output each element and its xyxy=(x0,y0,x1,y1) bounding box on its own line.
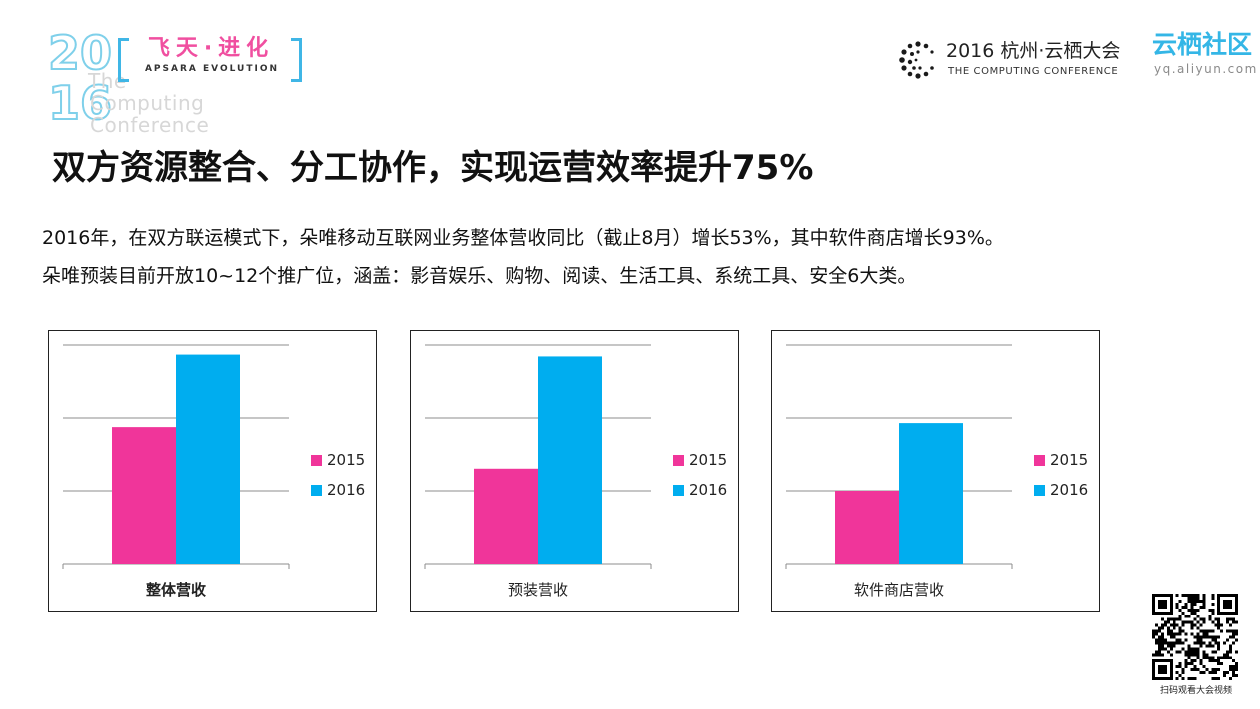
category-label: 软件商店营收 xyxy=(853,581,944,599)
bracket-left-icon xyxy=(118,38,129,82)
legend-item-2016: 2016 xyxy=(311,475,375,505)
legend-item-2016: 2016 xyxy=(1034,475,1098,505)
category-label: 预装营收 xyxy=(507,581,568,599)
community-logo: 云栖社区 yq.aliyun.com xyxy=(1152,30,1260,80)
body-line-revenue: 2016年，在双方联运模式下，朵唯移动互联网业务整体营收同比（截止8月）增长53… xyxy=(42,227,1004,249)
legend-swatch-2016 xyxy=(1034,484,1045,496)
bar-2016 xyxy=(176,354,240,564)
legend-label-2016: 2016 xyxy=(689,481,728,499)
conference-logo: 2016 杭州·云栖大会 THE COMPUTING CONFERENCE xyxy=(898,36,1138,86)
year-digits-top: 20 xyxy=(47,26,113,80)
chart-legend: 2015 2016 xyxy=(311,445,375,505)
bracket-right-icon xyxy=(291,38,302,82)
chart-panel-preinstall-revenue: 2015 2016 预装营收 xyxy=(410,330,739,612)
chart-legend: 2015 2016 xyxy=(673,445,737,505)
bar-chart-svg xyxy=(424,344,652,569)
legend-label-2015: 2015 xyxy=(327,451,366,469)
legend-item-2015: 2015 xyxy=(1034,445,1098,475)
community-url: yq.aliyun.com xyxy=(1154,62,1258,76)
legend-label-2015: 2015 xyxy=(1050,451,1089,469)
ghost-line-conference: Conference xyxy=(90,113,210,137)
qr-code-icon xyxy=(1152,594,1238,680)
legend-item-2016: 2016 xyxy=(673,475,737,505)
conference-title: 2016 杭州·云栖大会 xyxy=(946,40,1121,62)
conference-dots-icon xyxy=(899,41,934,79)
legend-label-2016: 2016 xyxy=(327,481,366,499)
slogan-box: 飞天·进化 APSARA EVOLUTION xyxy=(118,36,302,82)
legend-item-2015: 2015 xyxy=(311,445,375,475)
slide-headline: 双方资源整合、分工协作，实现运营效率提升75% xyxy=(52,148,814,188)
year-digits-bottom: 16 xyxy=(47,76,113,130)
bar-2015 xyxy=(835,491,899,564)
ghost-line-computing: Computing xyxy=(90,91,205,115)
ghost-line-the: The xyxy=(88,69,127,93)
bar-2015 xyxy=(474,468,538,564)
chart-panel-total-revenue: 2015 2016 整体营收 xyxy=(48,330,377,612)
bar-2015 xyxy=(112,427,176,564)
event-logo: 20 16 The Computing Conference 飞天·进化 APS… xyxy=(47,26,318,136)
chart-panel-app-store-revenue: 2015 2016 软件商店营收 xyxy=(771,330,1100,612)
legend-swatch-2016 xyxy=(311,484,322,496)
community-title: 云栖社区 xyxy=(1152,30,1253,59)
slogan-english: APSARA EVOLUTION xyxy=(144,64,280,74)
legend-label-2015: 2015 xyxy=(689,451,728,469)
body-line-promotion: 朵唯预装目前开放10~12个推广位，涵盖：影音娱乐、购物、阅读、生活工具、系统工… xyxy=(42,265,917,287)
slogan-chinese: 飞天·进化 xyxy=(147,36,275,61)
legend-swatch-2016 xyxy=(673,484,684,496)
chart-legend: 2015 2016 xyxy=(1034,445,1098,505)
conference-subtitle: THE COMPUTING CONFERENCE xyxy=(948,66,1119,77)
bar-2016 xyxy=(899,423,963,564)
qr-caption: 扫码观看大会视频 xyxy=(1159,686,1232,696)
legend-swatch-2015 xyxy=(311,454,322,466)
category-label: 整体营收 xyxy=(145,581,206,599)
legend-item-2015: 2015 xyxy=(673,445,737,475)
legend-swatch-2015 xyxy=(1034,454,1045,466)
legend-swatch-2015 xyxy=(673,454,684,466)
bar-chart-svg xyxy=(785,344,1013,569)
bar-chart-svg xyxy=(62,344,290,569)
bar-2016 xyxy=(538,356,602,564)
legend-label-2016: 2016 xyxy=(1050,481,1089,499)
